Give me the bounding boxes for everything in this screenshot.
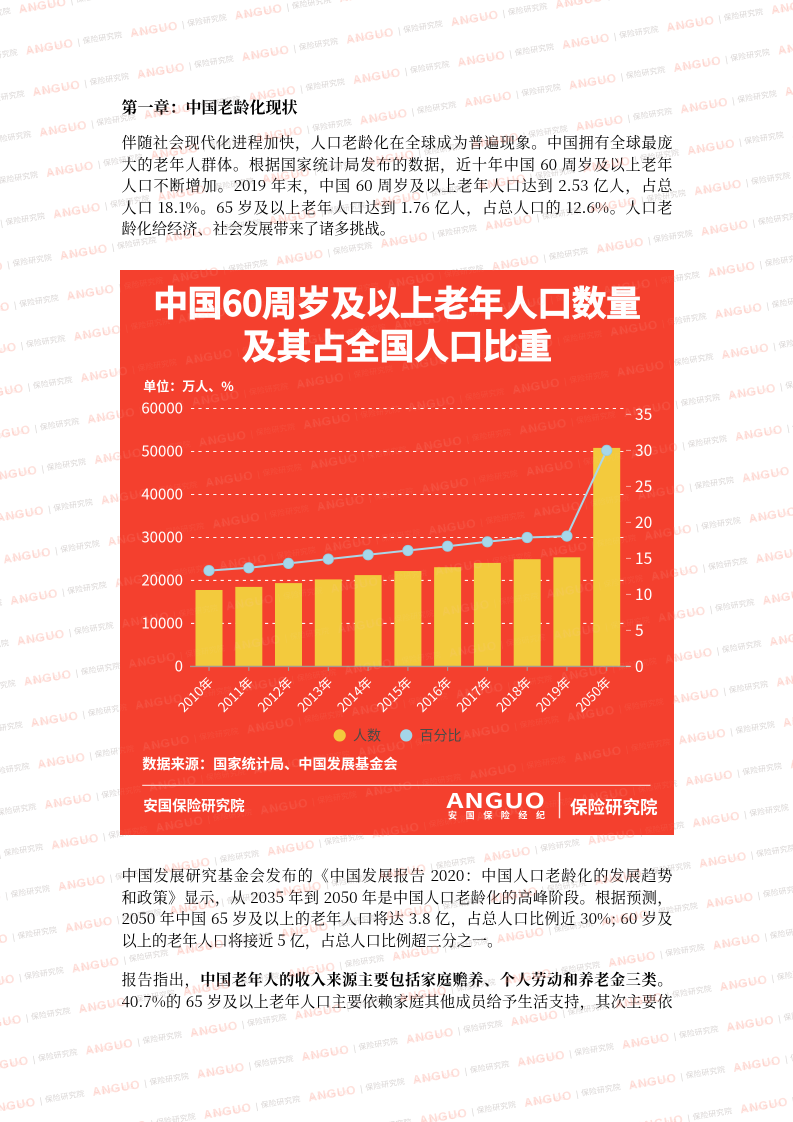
svg-text:0: 0 [635,655,644,677]
svg-text:15: 15 [635,547,652,569]
svg-text:20000: 20000 [141,569,183,590]
svg-text:百分比: 百分比 [419,725,461,745]
svg-text:ANGUO: ANGUO [445,785,545,814]
svg-text:2016年: 2016年 [411,672,454,715]
svg-text:30: 30 [635,439,652,461]
svg-text:5: 5 [635,619,644,641]
svg-text:2015年: 2015年 [372,672,415,715]
svg-text:安国保险研究院: 安国保险研究院 [143,795,245,816]
svg-text:2010年: 2010年 [173,672,216,715]
svg-text:60000: 60000 [141,398,183,419]
svg-text:40000: 40000 [141,484,183,505]
svg-text:2050年: 2050年 [571,672,614,715]
svg-text:35: 35 [635,403,652,425]
svg-text:2018年: 2018年 [491,672,534,715]
svg-text:2011年: 2011年 [213,672,256,715]
svg-text:10000: 10000 [141,612,183,633]
svg-text:0: 0 [174,655,182,676]
svg-text:2013年: 2013年 [292,672,335,715]
svg-text:25: 25 [635,475,652,497]
svg-text:10: 10 [635,583,652,605]
svg-text:保险研究院: 保险研究院 [570,795,658,820]
svg-text:20: 20 [635,511,652,533]
svg-text:2012年: 2012年 [252,672,295,715]
svg-text:2017年: 2017年 [451,672,494,715]
svg-text:50000: 50000 [141,441,183,462]
svg-text:2019年: 2019年 [531,672,574,715]
svg-text:30000: 30000 [141,527,183,548]
svg-text:2014年: 2014年 [332,672,375,715]
svg-text:数据来源：国家统计局、中国发展基金会: 数据来源：国家统计局、中国发展基金会 [142,754,397,774]
svg-text:人数: 人数 [353,725,381,745]
